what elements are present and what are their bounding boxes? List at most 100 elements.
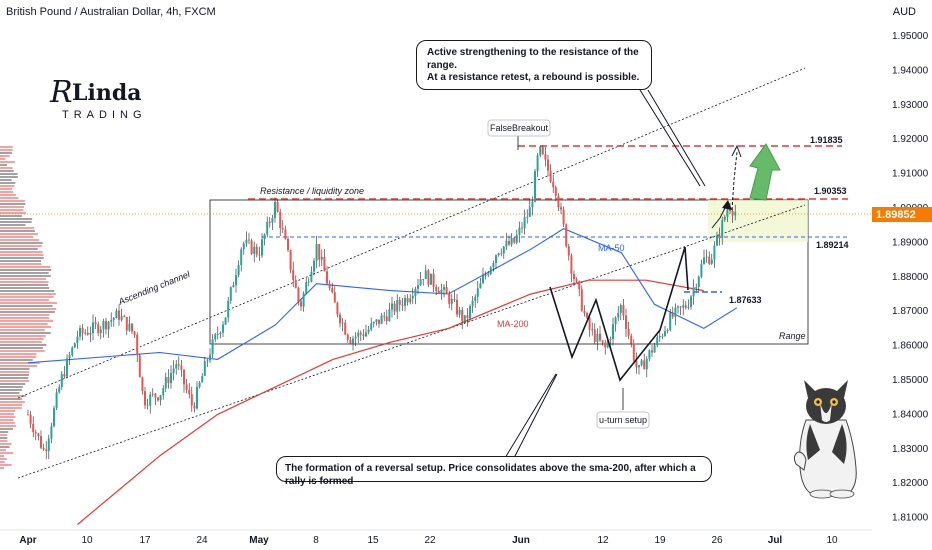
candle-up	[404, 297, 406, 306]
candle-up	[606, 340, 609, 348]
candle-down	[453, 298, 456, 300]
candle-down	[570, 255, 573, 274]
candle-up	[492, 262, 495, 268]
volume-profile-bar	[0, 350, 45, 352]
candle-up	[315, 243, 318, 261]
candle-up	[263, 234, 266, 240]
volume-profile-bar	[0, 227, 35, 229]
price-tick-label: 1.82000	[892, 478, 929, 489]
volume-profile-bar	[0, 278, 47, 280]
time-tick-label: 10	[826, 535, 838, 546]
candles	[27, 145, 737, 460]
candle-up	[471, 300, 474, 307]
candle-up	[666, 330, 669, 332]
candle-up	[697, 276, 700, 288]
candle-down	[393, 303, 396, 312]
candle-down	[37, 433, 40, 437]
volume-profile-bar	[0, 290, 55, 292]
candle-up	[99, 329, 102, 334]
candle-down	[359, 332, 362, 335]
volume-profile-bar	[0, 338, 44, 340]
candle-up	[242, 243, 245, 250]
candle-down	[651, 350, 653, 353]
volume-profile-bar	[0, 206, 24, 208]
time-tick-label: 26	[711, 535, 723, 546]
candle-down	[157, 397, 159, 401]
candle-up	[658, 335, 661, 338]
candle-up	[536, 155, 539, 172]
candle-down	[32, 423, 35, 433]
candle-down	[729, 209, 731, 212]
candle-up	[159, 395, 162, 401]
volume-profile-bar	[0, 359, 33, 361]
candle-down	[708, 256, 711, 264]
candle-up	[430, 273, 432, 285]
currency-label: AUD	[892, 6, 916, 18]
volume-profile-bar	[0, 158, 6, 160]
price-axis[interactable]: 1.950001.940001.930001.920001.910001.900…	[892, 31, 929, 524]
price-tick-label: 1.85000	[892, 375, 929, 386]
volume-profile-bar	[0, 341, 42, 343]
candle-up	[365, 332, 367, 337]
candle-up	[313, 260, 315, 272]
candle-down	[378, 319, 380, 324]
candle-up	[266, 221, 269, 235]
candle-up	[222, 324, 224, 333]
time-axis[interactable]: Apr 10 17 24 May 8 15 22 Jun 12 19 26 Jul 10	[19, 535, 838, 546]
candle-down	[29, 414, 32, 424]
volume-profile-bar	[0, 296, 54, 298]
candle-up	[53, 408, 55, 427]
volume-profile-bar	[0, 203, 26, 205]
candle-down	[138, 355, 141, 378]
volume-profile-bar	[0, 332, 51, 334]
candle-down	[448, 293, 451, 304]
candle-up	[510, 237, 513, 245]
candle-up	[112, 318, 115, 320]
time-tick-label: 24	[196, 535, 208, 546]
candle-up	[201, 375, 204, 383]
candle-up	[502, 246, 505, 254]
candle-down	[630, 335, 633, 344]
volume-profile-bar	[0, 422, 15, 424]
candle-down	[190, 394, 193, 406]
candle-up	[609, 339, 612, 341]
candle-up	[84, 332, 87, 334]
candle-up	[253, 246, 256, 254]
candle-up	[261, 239, 263, 256]
volume-profile-bar	[0, 449, 6, 451]
candle-up	[370, 323, 373, 330]
candle-up	[92, 322, 94, 334]
volume-profile-bar	[0, 293, 56, 295]
volume-profile-bar	[0, 362, 40, 364]
volume-profile-bar	[0, 353, 37, 355]
candle-down	[136, 334, 139, 356]
candle-down	[27, 414, 29, 416]
svg-text:R: R	[49, 75, 73, 110]
candle-down	[297, 287, 300, 302]
candle-up	[723, 216, 726, 220]
candle-down	[289, 249, 292, 271]
volume-profile-bar	[0, 197, 19, 199]
volume-profile-bar	[0, 284, 49, 286]
volume-profile-bar	[0, 191, 14, 193]
volume-profile	[0, 146, 57, 469]
price-tick-label: 1.86000	[892, 341, 929, 352]
volume-profile-bar	[0, 239, 40, 241]
projection-arrowhead-2	[731, 144, 742, 158]
candle-up	[391, 303, 393, 310]
candle-up	[669, 312, 672, 331]
volume-profile-bar	[0, 368, 30, 370]
candle-down	[588, 317, 591, 330]
volume-profile-bar	[0, 455, 4, 457]
candle-up	[690, 296, 692, 307]
candle-up	[440, 289, 443, 294]
volume-profile-bar	[0, 170, 14, 172]
candle-up	[703, 257, 705, 265]
false-breakout-label: FalseBreakout	[490, 123, 549, 133]
candle-down	[541, 146, 544, 155]
projection-arrowhead-1	[722, 200, 732, 210]
candle-down	[461, 309, 464, 322]
volume-profile-bar	[0, 365, 38, 367]
candle-down	[105, 320, 107, 330]
volume-profile-bar	[0, 209, 24, 211]
